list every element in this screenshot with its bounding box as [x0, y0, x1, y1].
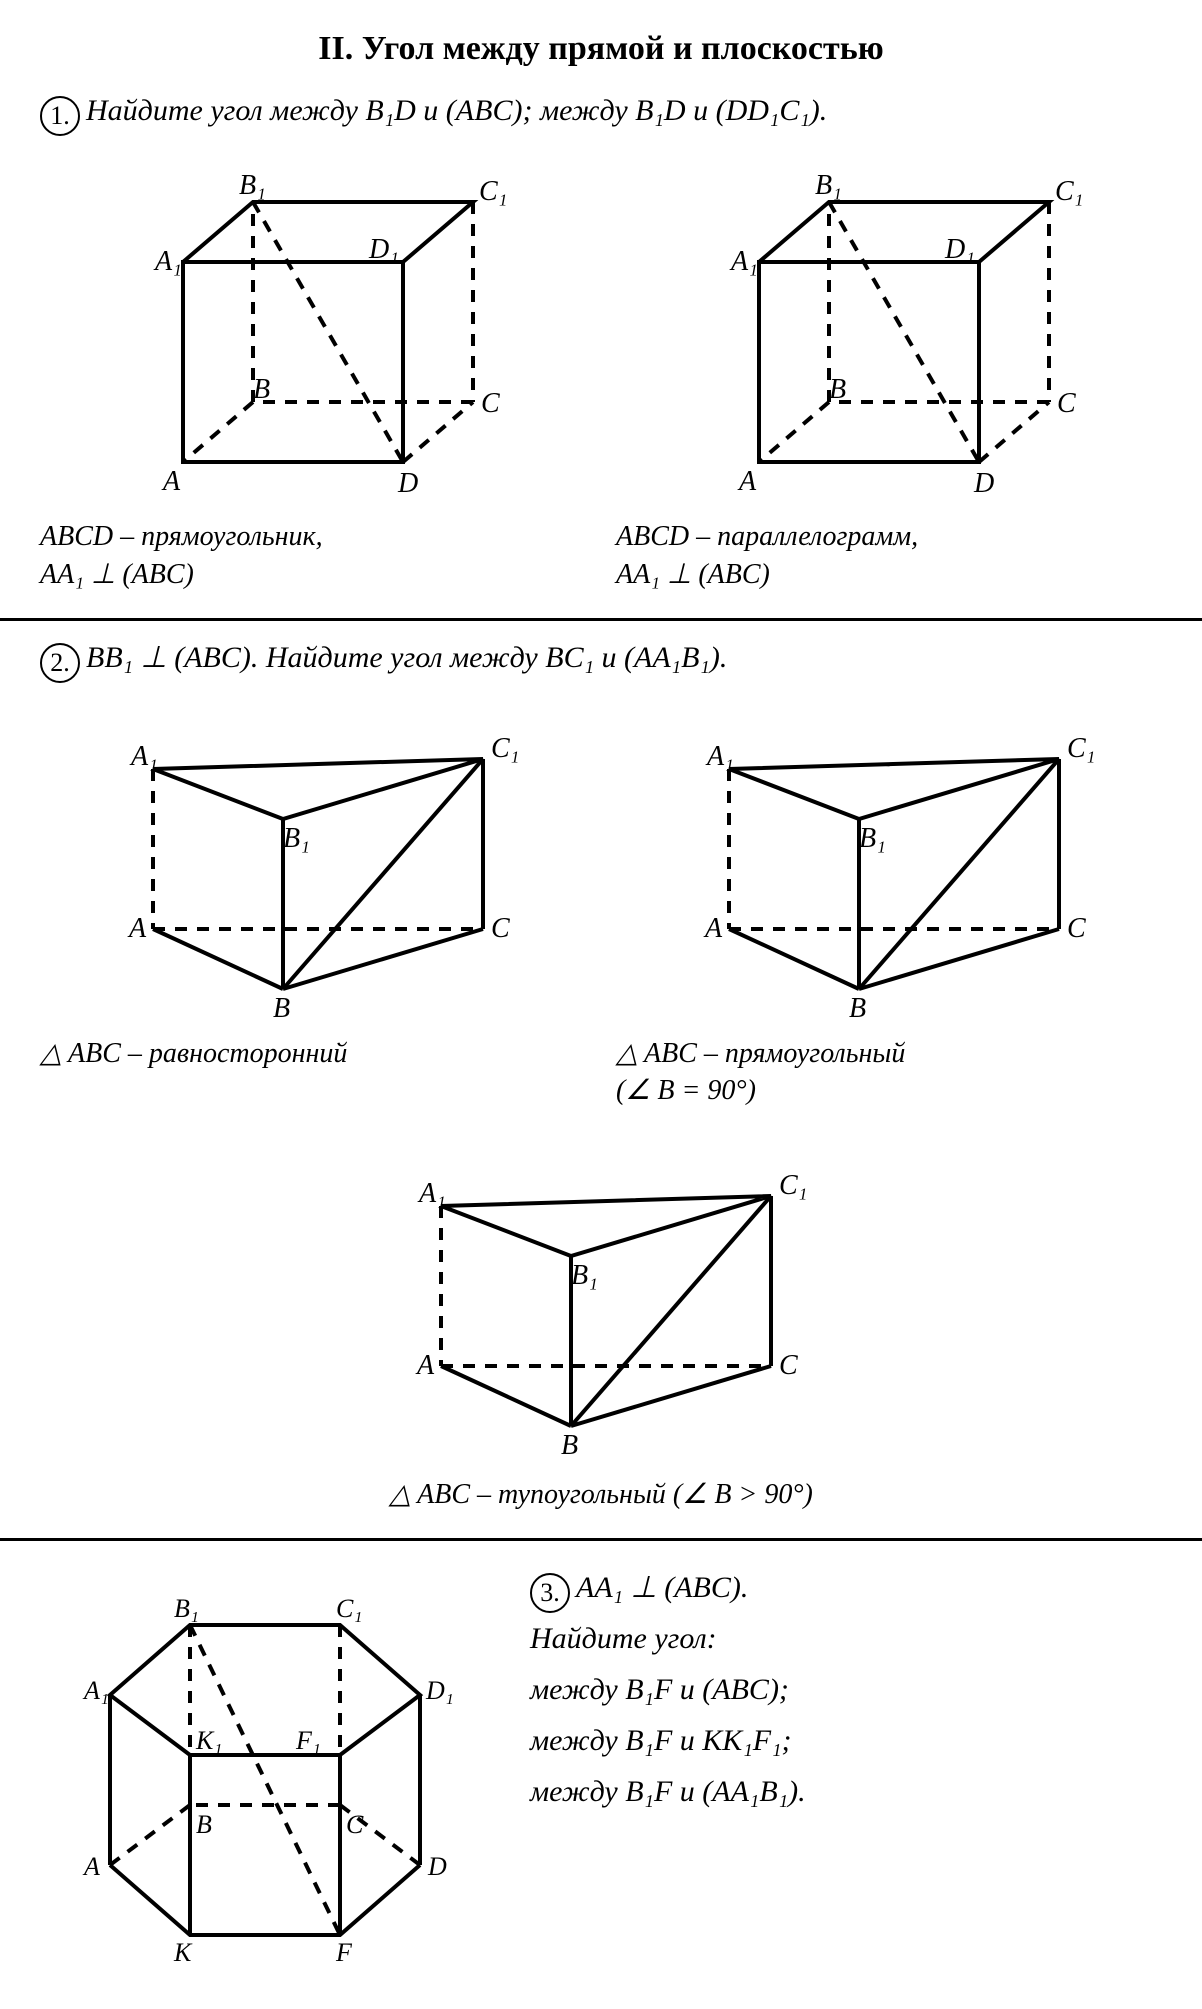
problem-1-caption-a: ABCD – прямоугольник, AA₁ ⊥ (ABC)	[40, 518, 586, 594]
svg-text:A: A	[161, 466, 181, 497]
problem-3-row: A₁ B₁ C₁ D₁ F₁ K₁ A B C D F K	[40, 1559, 1162, 1969]
svg-text:C₁: C₁	[1055, 176, 1083, 207]
svg-text:F: F	[335, 1938, 353, 1965]
problem-3-text-col: 3.AA₁ ⊥ (ABC). Найдите угол: между B₁F и…	[530, 1559, 1162, 1969]
svg-text:D: D	[427, 1852, 447, 1881]
svg-text:C₁: C₁	[336, 1594, 362, 1623]
cube-figure-a: A D C B A₁ D₁ C₁ B₁	[40, 152, 586, 512]
svg-text:C₁: C₁	[491, 733, 519, 764]
svg-text:B₁: B₁	[174, 1594, 199, 1623]
problem-2-figures-row: A₁ B₁ C₁ A B C △ ABC – равносторонний	[40, 693, 1162, 1117]
prism-a-svg: A₁ B₁ C₁ A B C	[83, 699, 543, 1029]
problem-3-line-3: между B₁F и KK₁F₁;	[530, 1718, 1162, 1763]
svg-text:A₁: A₁	[729, 246, 758, 277]
problem-2-caption-c: △ ABC – тупоугольный (∠ B > 90°)	[389, 1476, 813, 1514]
problem-1-statement: 1.Найдите угол между B₁D и (ABC); между …	[40, 92, 1162, 132]
svg-text:A₁: A₁	[129, 741, 158, 772]
problem-2-statement: 2.BB₁ ⊥ (ABC). Найдите угол между BC₁ и …	[40, 639, 1162, 679]
svg-text:B: B	[829, 374, 846, 405]
problem-3-line-4: между B₁F и (AA₁B₁).	[530, 1769, 1162, 1814]
svg-text:D: D	[973, 468, 994, 499]
svg-text:C₁: C₁	[1067, 733, 1095, 764]
svg-text:B: B	[196, 1810, 212, 1839]
svg-text:B₁: B₁	[859, 823, 886, 854]
svg-text:B₁: B₁	[815, 170, 842, 201]
svg-text:C: C	[1067, 913, 1086, 944]
svg-text:A: A	[737, 466, 757, 497]
svg-text:C: C	[1057, 388, 1076, 419]
prism-figure-b: A₁ B₁ C₁ A B C	[616, 699, 1162, 1029]
svg-text:A₁: A₁	[82, 1676, 109, 1705]
problem-number-3: 3.	[530, 1573, 570, 1613]
problem-number-1: 1.	[40, 96, 80, 136]
svg-text:D₁: D₁	[944, 234, 975, 265]
svg-text:B₁: B₁	[239, 170, 266, 201]
cube-b-svg: A D C B A₁ D₁ C₁ B₁	[679, 152, 1099, 512]
svg-text:D: D	[397, 468, 418, 499]
cube-a-svg: A D C B A₁ D₁ C₁ B₁	[103, 152, 523, 512]
svg-text:C: C	[491, 913, 510, 944]
cube-figure-b: A D C B A₁ D₁ C₁ B₁	[616, 152, 1162, 512]
svg-text:D₁: D₁	[425, 1676, 454, 1705]
problem-3-head: 3.AA₁ ⊥ (ABC).	[530, 1565, 1162, 1610]
svg-text:B: B	[273, 993, 290, 1024]
svg-text:C₁: C₁	[479, 176, 507, 207]
svg-text:B₁: B₁	[283, 823, 310, 854]
problem-1-col-a: A D C B A₁ D₁ C₁ B₁ ABCD – прямоугольник…	[40, 146, 586, 600]
problem-2-col-b: A₁ B₁ C₁ A B C △ ABC – прямоугольный (∠ …	[616, 693, 1162, 1117]
prism-figure-c: A₁ B₁ C₁ A B C	[371, 1136, 831, 1466]
page-title: II. Угол между прямой и плоскостью	[40, 30, 1162, 68]
svg-text:F₁: F₁	[295, 1726, 321, 1755]
hex-prism-svg: A₁ B₁ C₁ D₁ F₁ K₁ A B C D F K	[40, 1565, 500, 1965]
hex-prism-figure: A₁ B₁ C₁ D₁ F₁ K₁ A B C D F K	[40, 1565, 500, 1965]
svg-text:A: A	[82, 1852, 100, 1881]
svg-text:K₁: K₁	[195, 1726, 222, 1755]
svg-text:D₁: D₁	[368, 234, 399, 265]
svg-text:B₁: B₁	[571, 1260, 598, 1291]
problem-1-caption-b: ABCD – параллелограмм, AA₁ ⊥ (ABC)	[616, 518, 1162, 594]
svg-text:C: C	[481, 388, 500, 419]
svg-text:K: K	[173, 1938, 193, 1965]
svg-text:A: A	[703, 913, 723, 944]
page: II. Угол между прямой и плоскостью 1.Най…	[0, 0, 1202, 2009]
problem-number-2: 2.	[40, 643, 80, 683]
problem-2-caption-a: △ ABC – равносторонний	[40, 1035, 586, 1073]
svg-text:B: B	[253, 374, 270, 405]
svg-text:A: A	[127, 913, 147, 944]
problem-2-caption-b: △ ABC – прямоугольный (∠ B = 90°)	[616, 1035, 1162, 1111]
svg-text:A₁: A₁	[417, 1178, 446, 1209]
prism-figure-a: A₁ B₁ C₁ A B C	[40, 699, 586, 1029]
svg-text:A₁: A₁	[705, 741, 734, 772]
svg-text:C: C	[346, 1810, 364, 1839]
svg-text:A: A	[415, 1350, 435, 1381]
prism-c-svg: A₁ B₁ C₁ A B C	[371, 1136, 831, 1466]
problem-2-col-c: A₁ B₁ C₁ A B C △ ABC – тупоугольный (∠ B…	[40, 1130, 1162, 1520]
problem-3-figure-col: A₁ B₁ C₁ D₁ F₁ K₁ A B C D F K	[40, 1559, 500, 1969]
svg-text:A₁: A₁	[153, 246, 182, 277]
svg-text:B: B	[561, 1430, 578, 1461]
svg-text:C: C	[779, 1350, 798, 1381]
problem-2-col-a: A₁ B₁ C₁ A B C △ ABC – равносторонний	[40, 693, 586, 1117]
divider-2	[0, 1538, 1202, 1541]
problem-1-col-b: A D C B A₁ D₁ C₁ B₁ ABCD – параллелограм…	[616, 146, 1162, 600]
problem-3-line-2: между B₁F и (ABC);	[530, 1667, 1162, 1712]
problem-2-text: BB₁ ⊥ (ABC). Найдите угол между BC₁ и (A…	[86, 641, 727, 674]
svg-text:C₁: C₁	[779, 1170, 807, 1201]
problem-3-line-1: Найдите угол:	[530, 1616, 1162, 1661]
problem-1-text: Найдите угол между B₁D и (ABC); между B₁…	[86, 94, 827, 127]
svg-text:B: B	[849, 993, 866, 1024]
prism-b-svg: A₁ B₁ C₁ A B C	[659, 699, 1119, 1029]
divider-1	[0, 618, 1202, 621]
problem-1-figures-row: A D C B A₁ D₁ C₁ B₁ ABCD – прямоугольник…	[40, 146, 1162, 600]
